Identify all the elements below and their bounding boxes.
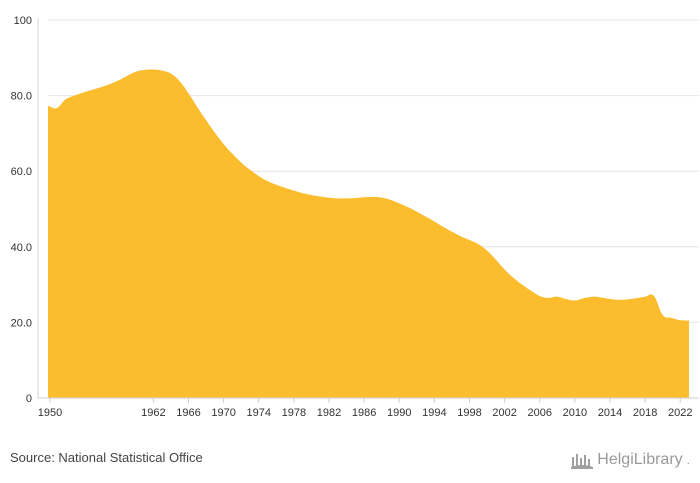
y-tick-label: 80.0 — [11, 91, 32, 103]
area-series — [48, 69, 689, 398]
y-tick-label: 40.0 — [11, 242, 32, 254]
y-tick-label: 60.0 — [11, 166, 32, 178]
x-tick-label: 1986 — [352, 407, 376, 419]
axes — [37, 18, 699, 399]
x-axis-labels: 1950 1962 1966 1970 1974 1978 1982 1986 1990 1994… — [38, 398, 692, 419]
x-tick-label: 2010 — [563, 407, 587, 419]
x-tick-label: 1962 — [141, 407, 165, 419]
x-tick-label: 1966 — [176, 407, 200, 419]
x-tick-label: 2022 — [668, 407, 692, 419]
x-tick-label: 2002 — [492, 407, 516, 419]
y-tick-label: 100 — [14, 15, 32, 27]
y-tick-label: 20.0 — [11, 317, 32, 329]
x-tick-label: 1970 — [211, 407, 235, 419]
x-tick-label: 1998 — [457, 407, 481, 419]
x-tick-label: 1974 — [246, 407, 270, 419]
y-axis-labels: 0 20.0 40.0 60.0 80.0 100 — [11, 15, 32, 405]
area-fill — [48, 69, 689, 398]
brand-logo: HelgiLibrary. — [571, 449, 690, 471]
x-tick-label: 1994 — [422, 407, 446, 419]
x-tick-label: 1990 — [387, 407, 411, 419]
chart: 0 20.0 40.0 60.0 80.0 100 1950 1962 1966 1970 197… — [11, 15, 699, 419]
library-icon — [571, 454, 594, 469]
x-tick-label: 1978 — [282, 407, 306, 419]
brand-dot: . — [686, 453, 690, 467]
x-tick-label: 1950 — [38, 407, 62, 419]
x-tick-label: 2014 — [598, 407, 622, 419]
source-note: Source: National Statistical Office — [10, 450, 203, 465]
x-tick-label: 1982 — [317, 407, 341, 419]
brand-name: HelgiLibrary — [597, 451, 683, 468]
x-tick-label: 2018 — [633, 407, 657, 419]
y-tick-label: 0 — [26, 393, 32, 405]
x-tick-label: 2006 — [527, 407, 551, 419]
